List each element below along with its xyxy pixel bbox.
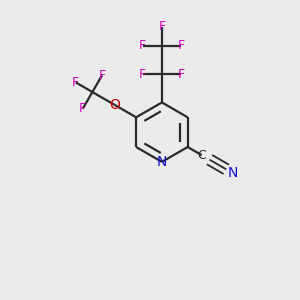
Text: F: F [158,20,166,33]
Text: F: F [72,76,79,89]
Text: F: F [79,102,86,115]
Text: C: C [197,149,206,162]
Text: O: O [109,98,120,112]
Text: N: N [157,155,167,169]
Text: F: F [98,69,106,82]
Text: N: N [227,166,238,180]
Text: F: F [139,68,146,81]
Text: F: F [178,68,185,81]
Text: F: F [178,40,185,52]
Text: F: F [139,40,146,52]
